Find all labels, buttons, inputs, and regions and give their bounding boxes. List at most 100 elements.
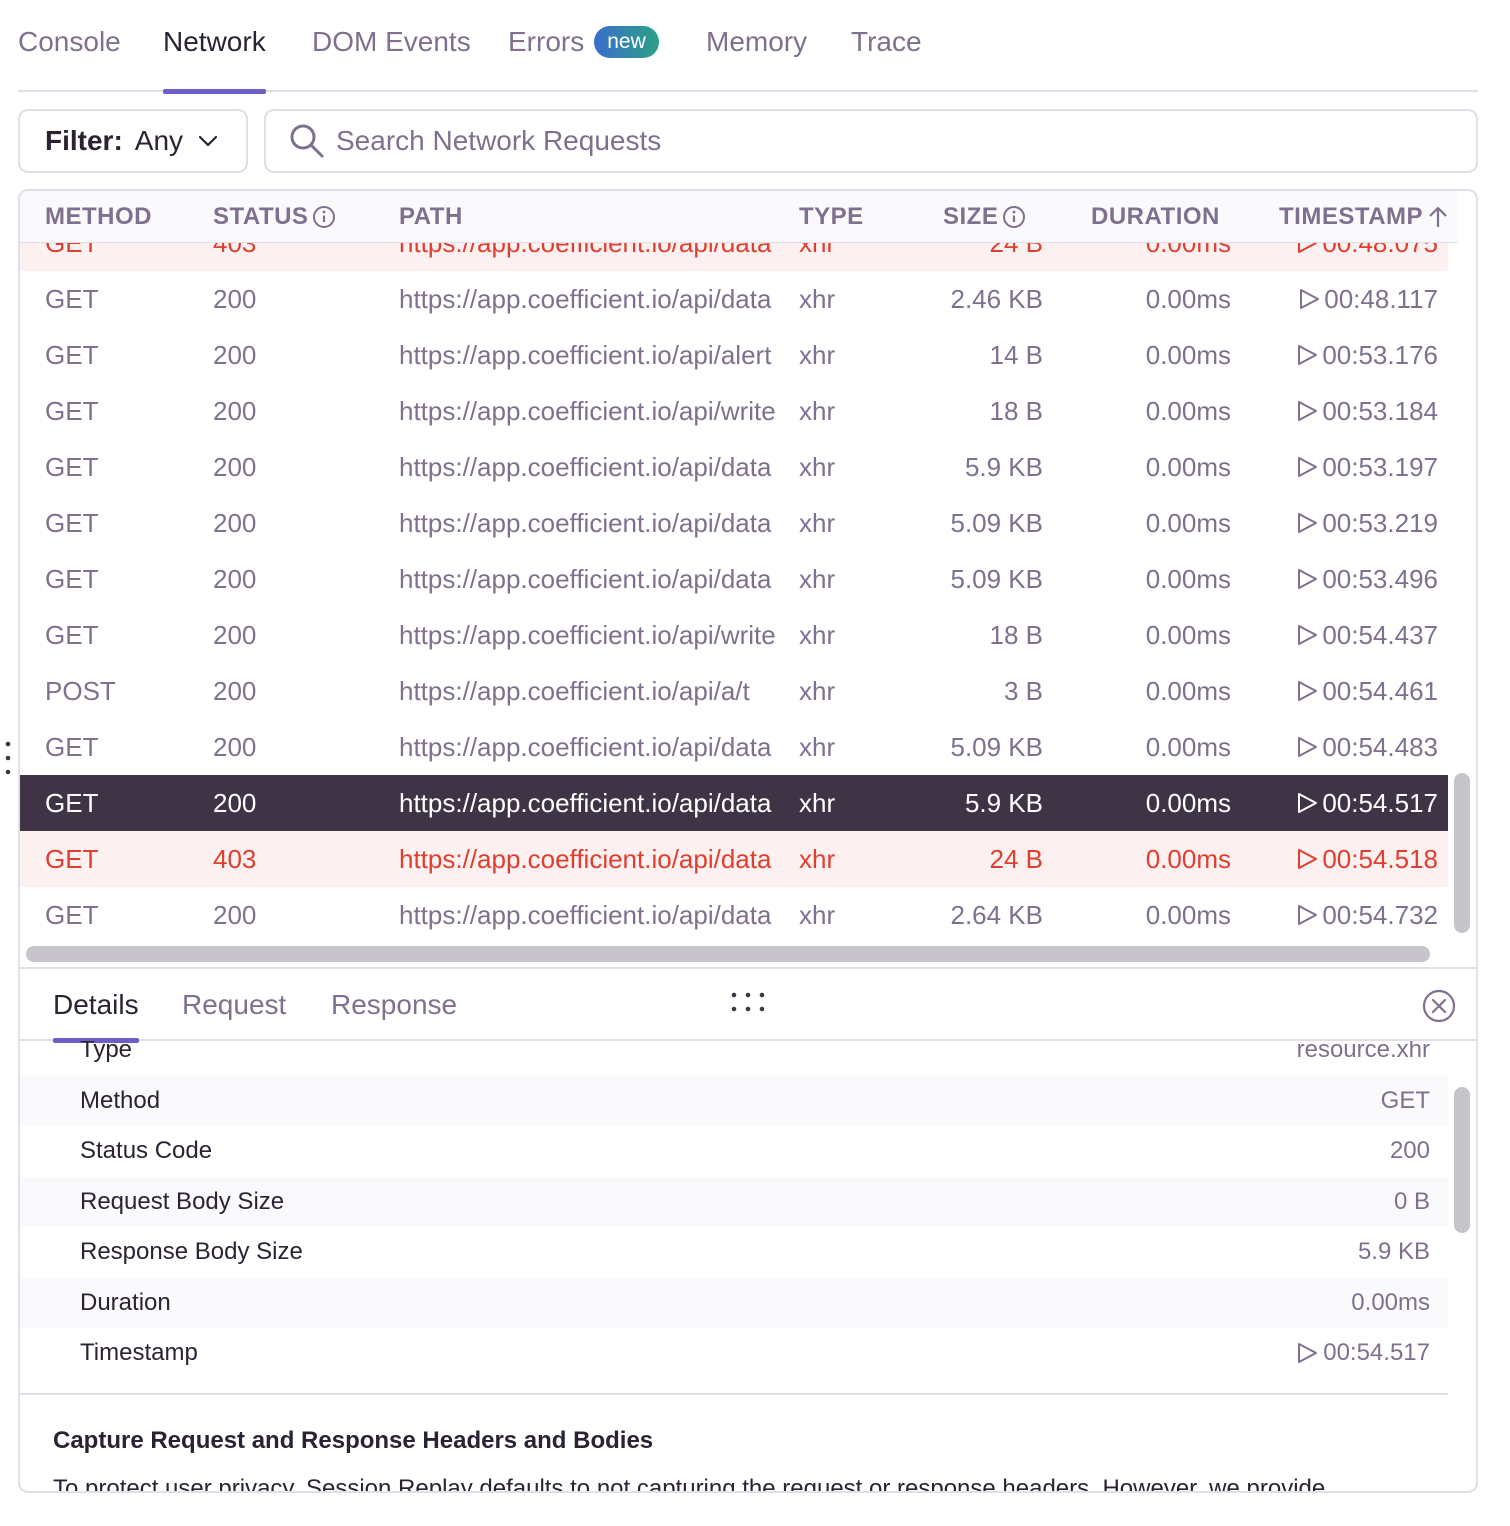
play-icon[interactable] [1296, 400, 1318, 422]
tab-trace[interactable]: Trace [851, 26, 922, 92]
cell-path: https://app.coefficient.io/api/data [399, 900, 772, 930]
play-icon[interactable] [1296, 792, 1318, 814]
capture-heading: Capture Request and Response Headers and… [53, 1427, 654, 1454]
cell-duration: 0.00ms [1145, 452, 1231, 482]
cell-method: GET [45, 844, 99, 874]
table-row[interactable]: GET 200 https://app.coefficient.io/api/dat… [20, 551, 1448, 607]
cell-method: GET [45, 620, 99, 650]
column-timestamp[interactable]: TIMESTAMP [1279, 203, 1449, 231]
table-row[interactable]: GET 200 https://app.coefficient.io/api/dat… [20, 775, 1448, 831]
timestamp-value: 00:53.176 [1322, 340, 1438, 370]
column-label: TYPE [799, 203, 864, 230]
tab-dom-events[interactable]: DOM Events [312, 26, 471, 92]
cell-path: https://app.coefficient.io/api/data [399, 452, 772, 482]
tab-memory[interactable]: Memory [706, 26, 807, 92]
play-icon[interactable] [1298, 288, 1320, 310]
play-icon[interactable] [1296, 456, 1318, 478]
table-row[interactable]: GET 200 https://app.coefficient.io/api/wri… [20, 383, 1448, 439]
table-row[interactable]: GET 200 https://app.coefficient.io/api/dat… [20, 719, 1448, 775]
play-icon[interactable] [1296, 624, 1318, 646]
play-icon[interactable] [1296, 848, 1318, 870]
cell-method: GET [45, 340, 99, 370]
resize-handle-icon[interactable] [4, 740, 12, 776]
table-row[interactable]: GET 200 https://app.coefficient.io/api/dat… [20, 495, 1448, 551]
column-method[interactable]: METHOD [45, 203, 152, 231]
play-icon[interactable] [1296, 904, 1318, 926]
play-icon[interactable] [1296, 512, 1318, 534]
play-icon[interactable] [1296, 344, 1318, 366]
info-icon[interactable] [1002, 205, 1026, 229]
table-row[interactable]: GET 200 https://app.coefficient.io/api/wri… [20, 607, 1448, 663]
cell-duration: 0.00ms [1145, 900, 1231, 930]
tab-network[interactable]: Network [163, 26, 266, 94]
table-row[interactable]: GET 200 https://app.coefficient.io/api/dat… [20, 439, 1448, 495]
drag-handle-icon[interactable] [730, 991, 766, 1013]
filter-value: Any [134, 125, 184, 156]
tab-details[interactable]: Details [53, 989, 139, 1043]
tab-label: Response [331, 989, 458, 1020]
detail-key: Request Body Size [80, 1187, 285, 1215]
network-panel: METHOD STATUS PATH TYPE SIZE DURATION TI… [18, 189, 1478, 1493]
cell-type: xhr [799, 620, 836, 650]
close-icon[interactable] [1422, 989, 1456, 1023]
cell-type: xhr [799, 452, 836, 482]
cell-status: 200 [213, 396, 257, 426]
detail-value-text: resource.xhr [1296, 1041, 1430, 1063]
tab-label: Errors [508, 26, 585, 57]
cell-type: xhr [799, 676, 836, 706]
tab-errors[interactable]: Errors new [508, 26, 659, 92]
play-icon[interactable] [1296, 736, 1318, 758]
search-input[interactable] [336, 125, 1436, 157]
detail-row: Timestamp 00:54.517 [20, 1328, 1448, 1378]
cell-timestamp: 00:54.518 [1288, 831, 1438, 887]
cell-timestamp: 00:53.219 [1288, 495, 1438, 551]
chevron-down-icon [198, 135, 218, 147]
search-icon [290, 124, 324, 158]
cell-timestamp: 00:54.461 [1288, 663, 1438, 719]
table-row[interactable]: POST 200 https://app.coefficient.io/api/a/… [20, 663, 1448, 719]
filter-label: Filter: [45, 125, 123, 156]
detail-value-text: 00:54.517 [1323, 1339, 1430, 1366]
timestamp-value: 00:54.518 [1322, 844, 1438, 874]
column-path[interactable]: PATH [399, 203, 463, 231]
table-row[interactable]: GET 200 https://app.coefficient.io/api/ale… [20, 327, 1448, 383]
info-icon[interactable] [312, 205, 336, 229]
table-row[interactable]: GET 200 https://app.coefficient.io/api/dat… [20, 887, 1448, 939]
cell-type: xhr [799, 340, 836, 370]
play-icon[interactable] [1296, 1342, 1318, 1364]
cell-type: xhr [799, 788, 836, 818]
column-label: METHOD [45, 203, 152, 230]
tab-console[interactable]: Console [18, 26, 121, 92]
column-type[interactable]: TYPE [799, 203, 864, 231]
tab-request[interactable]: Request [182, 989, 286, 1043]
cell-method: GET [45, 284, 99, 314]
tab-response[interactable]: Response [331, 989, 457, 1043]
timestamp-value: 00:54.437 [1322, 620, 1438, 650]
cell-path: https://app.coefficient.io/api/data [399, 508, 772, 538]
cell-timestamp: 00:54.517 [1288, 775, 1438, 831]
play-icon[interactable] [1296, 680, 1318, 702]
search-box [264, 109, 1478, 173]
column-size[interactable]: SIZE [943, 203, 1026, 231]
cell-size: 18 B [989, 396, 1044, 426]
cell-path: https://app.coefficient.io/api/a/t [399, 676, 750, 706]
detail-value[interactable]: 00:54.517 [1296, 1328, 1430, 1378]
detail-value-text: 0.00ms [1351, 1288, 1430, 1316]
play-icon[interactable] [1296, 568, 1318, 590]
cell-duration: 0.00ms [1145, 396, 1231, 426]
detail-value-text: GET [1380, 1086, 1430, 1114]
table-row[interactable]: GET 200 https://app.coefficient.io/api/dat… [20, 271, 1448, 327]
column-duration[interactable]: DURATION [1091, 203, 1220, 231]
vertical-scrollbar[interactable] [1454, 773, 1470, 933]
detail-key: Response Body Size [80, 1238, 303, 1265]
detail-value: 0.00ms [1351, 1278, 1430, 1328]
filter-dropdown[interactable]: Filter: Any [18, 109, 248, 173]
details-scrollbar[interactable] [1454, 1087, 1470, 1233]
table-row[interactable]: GET 403 https://app.coefficient.io/api/dat… [20, 831, 1448, 887]
capture-description: To protect user privacy, Session Replay … [53, 1475, 1326, 1493]
cell-status: 200 [213, 284, 257, 314]
cell-duration: 0.00ms [1145, 620, 1231, 650]
cell-path: https://app.coefficient.io/api/write [399, 620, 776, 650]
column-status[interactable]: STATUS [213, 203, 336, 231]
horizontal-scrollbar[interactable] [26, 946, 1430, 962]
